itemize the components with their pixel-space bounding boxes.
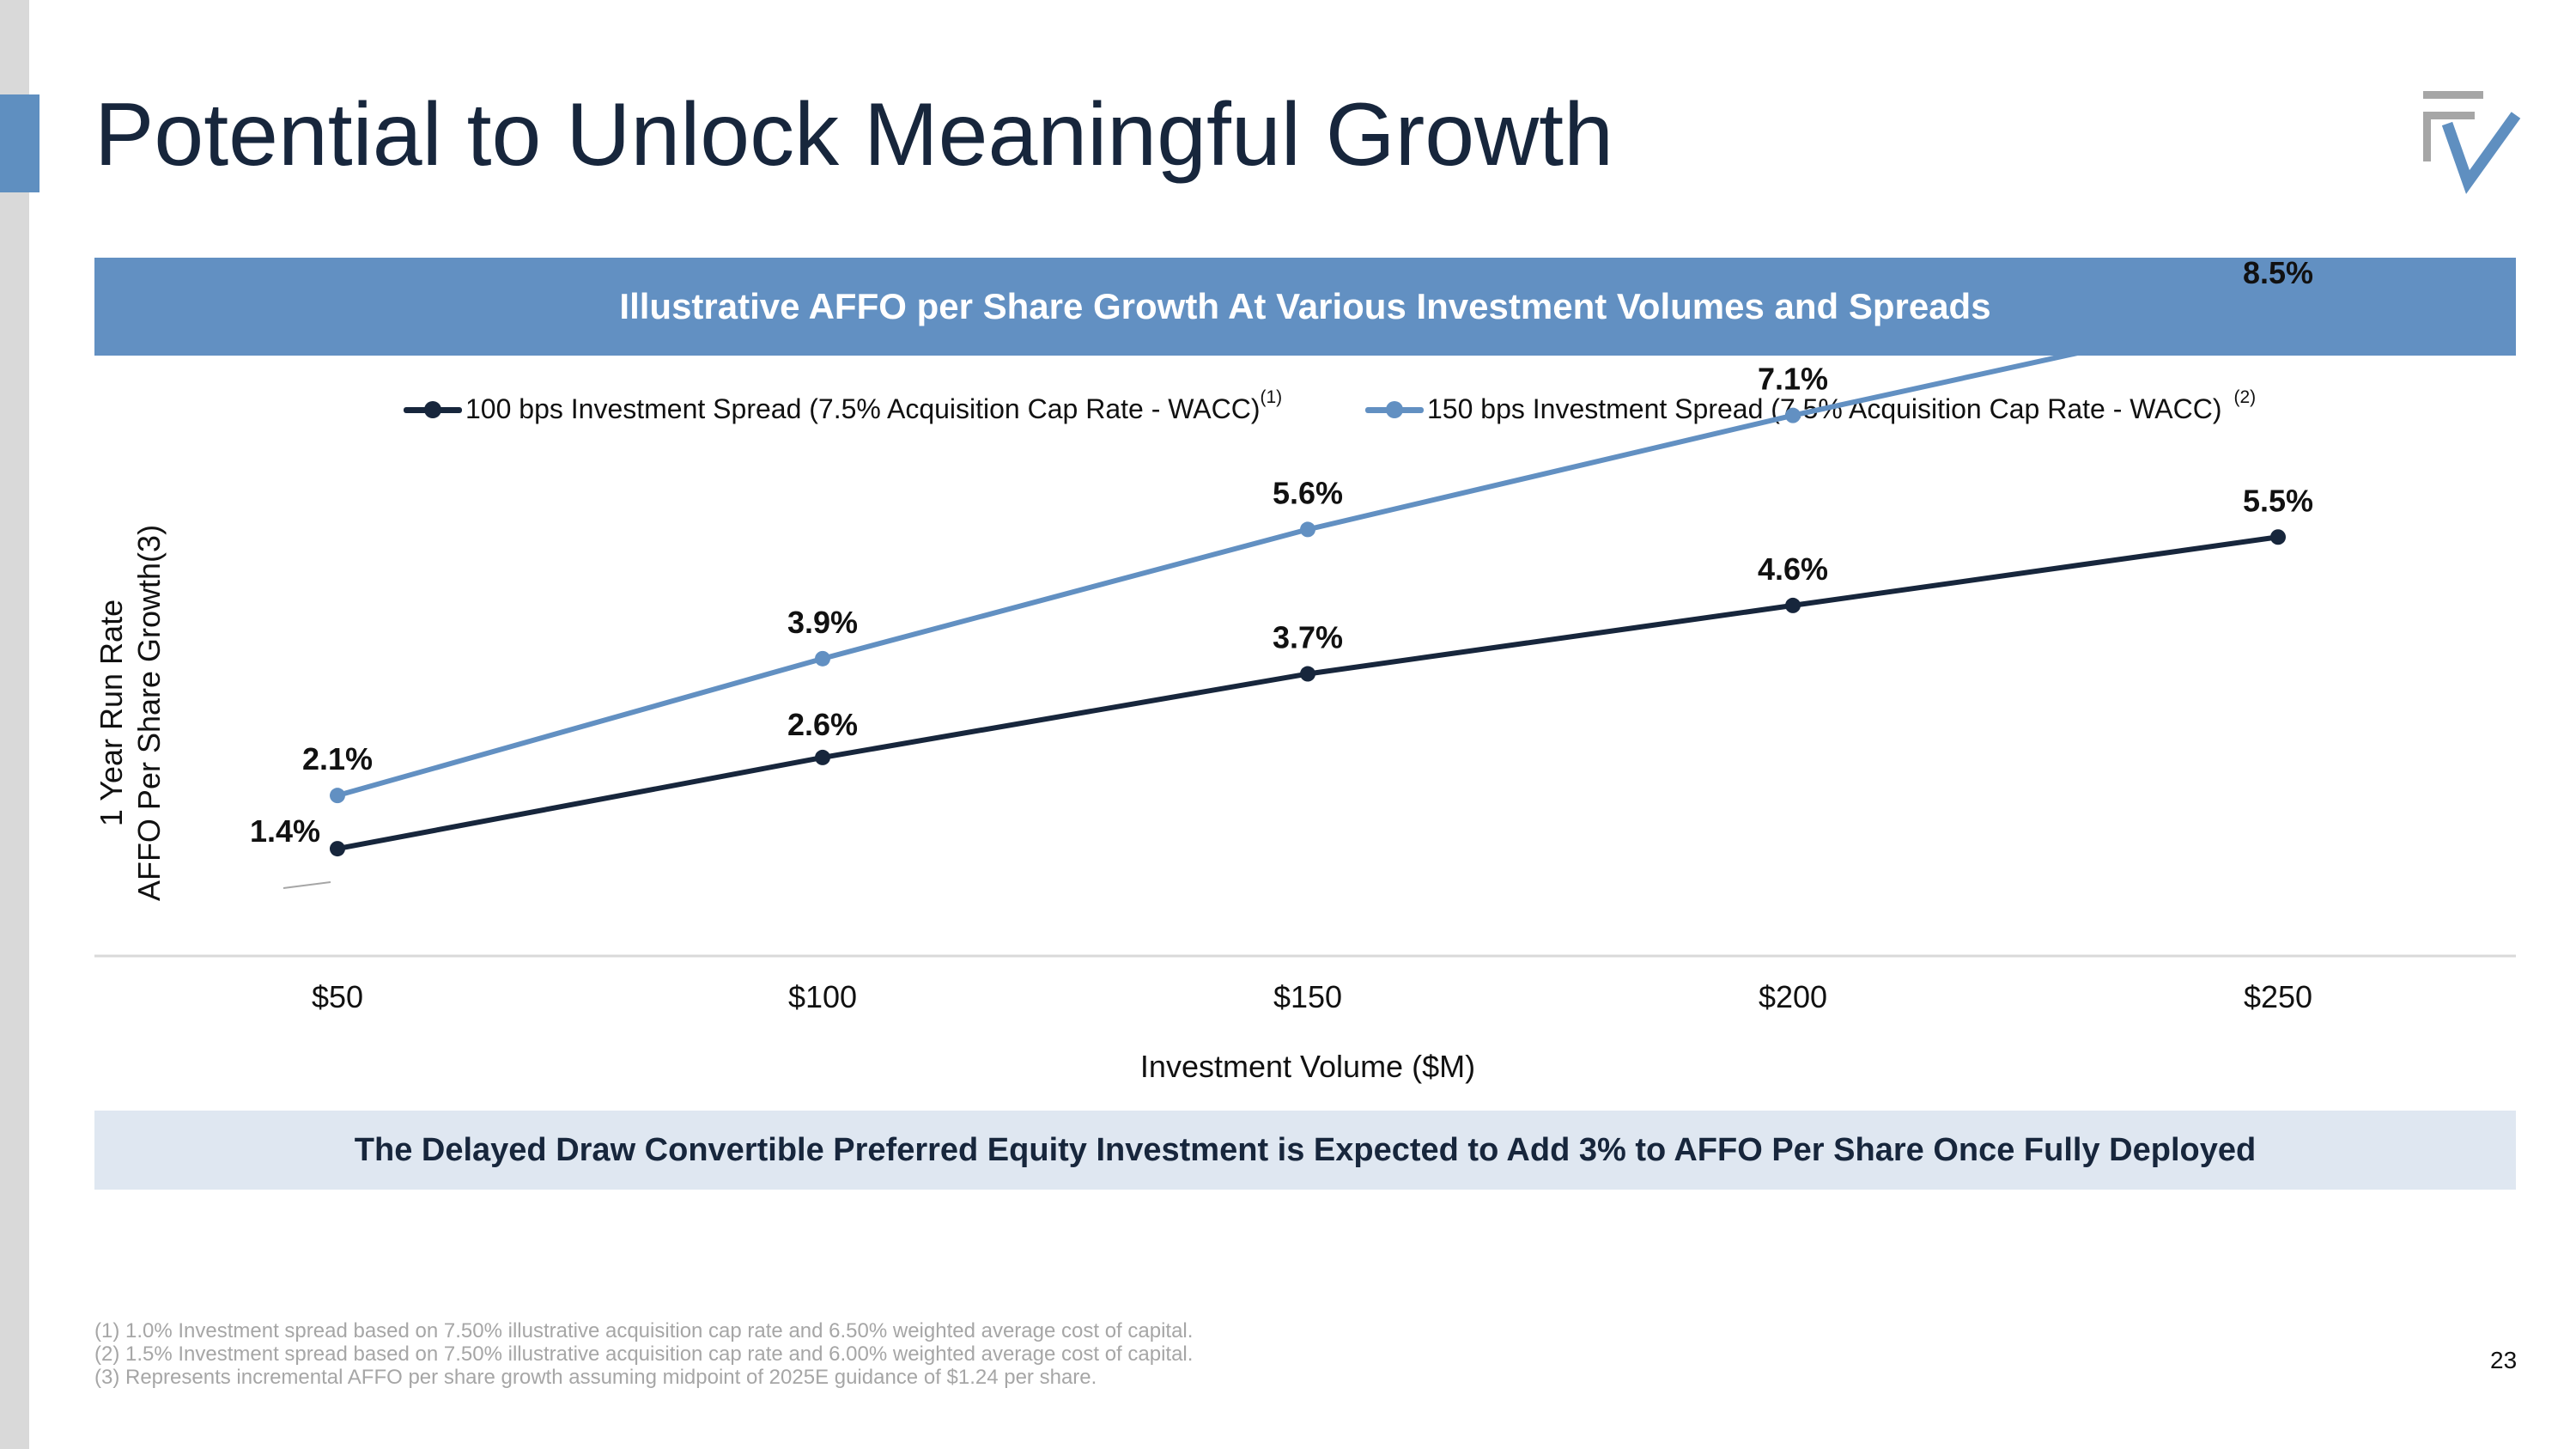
logo-bar-top [2423, 91, 2483, 99]
legend-swatch-series2 [1365, 399, 1424, 420]
series-1-point [330, 841, 345, 857]
legend-swatch-series1 [404, 399, 462, 420]
left-rail [0, 0, 29, 1449]
series-1-data-label: 2.6% [787, 707, 858, 742]
x-tick-label: $250 [2244, 979, 2312, 1014]
series-1-data-label: 4.6% [1758, 551, 1828, 587]
x-tick-label: $50 [312, 979, 363, 1014]
series-2-point [815, 650, 830, 667]
logo-bar-mid [2423, 112, 2475, 119]
series-2-line [337, 306, 2279, 799]
chart-banner: Illustrative AFFO per Share Growth At Va… [94, 258, 2516, 356]
takeaway-banner: The Delayed Draw Convertible Preferred E… [94, 1111, 2516, 1190]
page-title: Potential to Unlock Meaningful Growth [94, 85, 1613, 185]
series-2-data-label: 3.9% [787, 605, 858, 640]
x-tick-label: $100 [788, 979, 857, 1014]
logo-check [2441, 112, 2521, 194]
company-logo [2423, 91, 2521, 194]
x-tick-label: $200 [1759, 979, 1827, 1014]
y-axis-title: 1 Year Run RateAFFO Per Share Growth(3) [94, 525, 167, 901]
series-1-point [1785, 597, 1801, 613]
y-axis-title-line2: AFFO Per Share Growth(3) [131, 525, 167, 901]
series-2-point [330, 788, 345, 804]
y-axis-title-line1: 1 Year Run Rate [94, 600, 129, 826]
series-2-point [2270, 301, 2286, 317]
data-label-leader-line [283, 881, 331, 889]
footnotes: (1) 1.0% Investment spread based on 7.50… [94, 1319, 1193, 1389]
series-1-data-label: 3.7% [1273, 620, 1343, 655]
page-number: 23 [2490, 1347, 2518, 1373]
title-accent-bar [0, 94, 39, 192]
x-axis-title: Investment Volume ($M) [1140, 1049, 1475, 1084]
logo-bar-stem [2423, 112, 2431, 161]
series-2-data-label: 7.1% [1758, 362, 1828, 397]
series-1-point [2270, 529, 2286, 545]
x-tick-label: $150 [1273, 979, 1342, 1014]
legend-item-series1: 100 bps Investment Spread (7.5% Acquisit… [404, 387, 1282, 425]
series-1-line [337, 534, 2279, 852]
series-2-data-label: 8.5% [2243, 255, 2313, 290]
series-2-point [1300, 521, 1315, 538]
footnote-3: (3) Represents incremental AFFO per shar… [94, 1366, 1097, 1389]
footnote-1: (1) 1.0% Investment spread based on 7.50… [94, 1319, 1194, 1342]
series-2-data-label: 2.1% [302, 741, 373, 776]
series-1-data-label: 5.5% [2243, 483, 2313, 518]
series-2-point [1785, 407, 1801, 423]
legend-label-series1: 100 bps Investment Spread (7.5% Acquisit… [465, 393, 1261, 424]
series-2-data-label: 5.6% [1273, 475, 1343, 510]
legend-note-series1: (1) [1260, 387, 1283, 407]
series-1-point [815, 749, 830, 765]
footnote-2: (2) 1.5% Investment spread based on 7.50… [94, 1342, 1194, 1366]
legend-note-series2: (2) [2233, 387, 2257, 407]
series-1-data-label: 1.4% [250, 813, 320, 849]
series-1-point [1300, 666, 1315, 682]
